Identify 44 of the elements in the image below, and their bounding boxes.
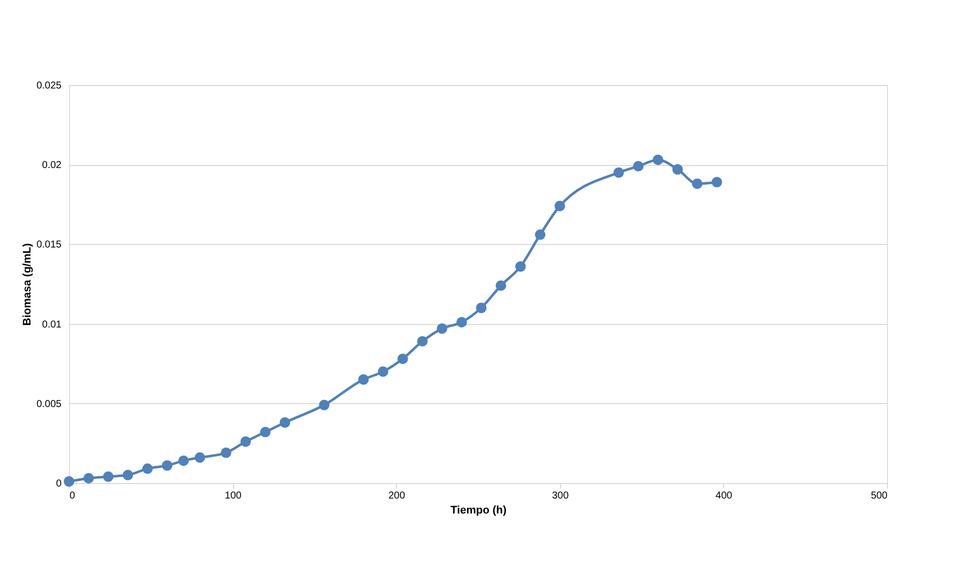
point [103,471,114,482]
point [398,354,408,364]
point [652,154,664,166]
y-axis-title: Biomasa (g/mL) [21,242,34,326]
x-tick-label: 300 [552,490,570,502]
point [358,374,369,385]
point [417,336,428,347]
point [672,164,683,175]
point [178,455,189,466]
point [534,229,546,240]
point [162,460,172,471]
point [496,280,506,291]
y-tick-label: 0.005 [36,398,62,410]
y-tick-label: 0.01 [42,319,62,330]
x-tick-label: 400 [716,490,733,502]
point [515,261,526,272]
point [194,452,206,463]
point [436,323,448,334]
point [456,316,467,328]
point [122,470,134,480]
point [260,426,271,438]
y-tick-label: 0.025 [36,80,62,92]
x-axis-title: Tiempo (h) [450,504,507,516]
x-tick-label: 200 [388,490,406,502]
point [476,302,487,314]
point [83,472,94,484]
point [280,417,290,428]
point [633,160,644,172]
point [554,200,566,212]
point [64,476,74,487]
y-tick-label: 0.02 [42,160,62,172]
x-tick-label: 500 [870,490,888,502]
y-tick-label: 0 [56,478,62,490]
point [240,436,251,447]
point [318,400,330,410]
point [613,167,624,178]
point [142,463,153,474]
point [220,448,232,458]
x-tick-label: 100 [224,490,242,502]
x-tick-label: 0 [70,490,76,502]
point [378,366,388,377]
point [692,178,702,189]
point [712,176,722,188]
y-tick-label: 0.015 [36,240,62,251]
